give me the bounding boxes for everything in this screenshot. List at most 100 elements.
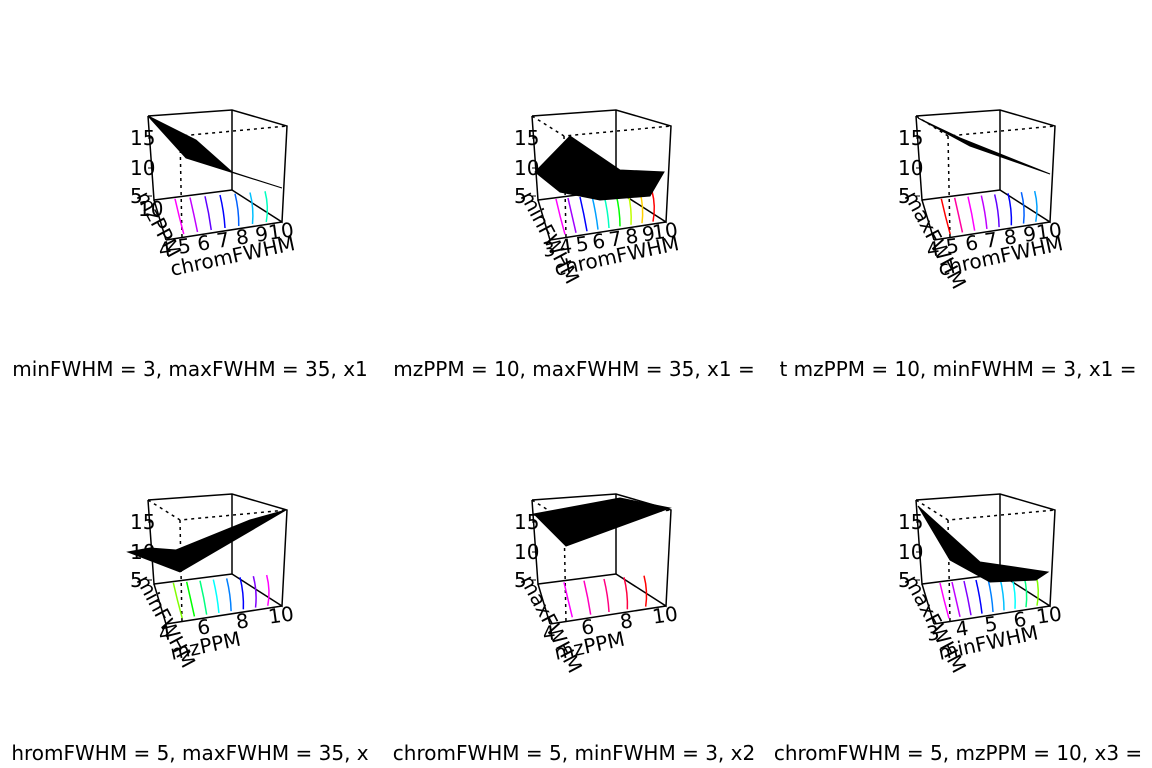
box-edge <box>933 605 1051 625</box>
contour-line <box>951 581 961 617</box>
front-tick-label: 4 <box>157 236 173 262</box>
box-hidden-edge <box>947 135 951 239</box>
z-tick-label: 5 <box>514 568 527 592</box>
front-tick-label: 10 <box>267 601 296 628</box>
contour-line <box>953 197 964 233</box>
front-tick-label: 9 <box>254 221 270 247</box>
contour-line <box>651 190 656 222</box>
front-tick-label: 5 <box>574 231 590 257</box>
front-tick-label: 6 <box>591 229 607 255</box>
contour-line <box>1033 190 1038 222</box>
box-hidden-edge <box>179 135 183 239</box>
contour-line <box>643 575 648 607</box>
contour-line <box>987 578 994 613</box>
contour-line <box>249 192 254 225</box>
contour-line <box>555 198 566 235</box>
contour-line <box>219 194 226 229</box>
z-tick-label: 5 <box>898 184 911 208</box>
contour-line <box>212 579 220 613</box>
z-tick-label: 5 <box>898 568 911 592</box>
contour-line <box>172 582 183 619</box>
box-edge <box>537 199 551 241</box>
contour-line <box>563 582 574 618</box>
front-tick-label: 8 <box>618 608 634 634</box>
front-tick-label: 4 <box>558 234 574 260</box>
surface-mesh <box>532 497 672 547</box>
front-tick-label: 6 <box>580 614 596 640</box>
contour-line <box>980 195 988 229</box>
front-tick-label: 4 <box>541 620 557 646</box>
box-hidden-edge <box>947 519 951 623</box>
front-tick-label: 6 <box>196 614 212 640</box>
surface-mesh <box>147 115 283 189</box>
contour-line <box>174 198 185 235</box>
box-edge <box>933 221 1051 241</box>
z-tick-label: 5 <box>514 184 527 208</box>
box-edge <box>147 493 288 608</box>
contour-line <box>999 577 1005 611</box>
box-edge <box>147 109 288 224</box>
front-tick-label: 7 <box>983 227 999 253</box>
contour-line <box>993 194 1000 228</box>
box-edge <box>531 109 672 224</box>
contour-line <box>940 198 951 235</box>
front-tick-label: 3 <box>925 620 941 646</box>
front-tick-label: 4 <box>925 236 941 262</box>
contour-line <box>591 195 599 230</box>
box-edge <box>921 199 935 241</box>
front-tick-label: 4 <box>954 616 970 642</box>
panel-subtitle: chromFWHM = 5, minFWHM = 3, x2 <box>393 741 755 765</box>
surface-mesh <box>917 117 1051 175</box>
contour-line <box>623 577 629 610</box>
box-edge <box>915 493 1056 608</box>
chart-panel-4: 15105minFWHM46810mzPPMhromFWHM = 5, maxF… <box>11 493 369 765</box>
contour-line <box>579 196 588 232</box>
z-tick-label: 5 <box>130 568 143 592</box>
front-tick-label: 7 <box>215 227 231 253</box>
front-tick-label: 7 <box>607 226 623 252</box>
front-tick-label: 5 <box>176 233 192 259</box>
contour-line <box>264 191 269 223</box>
contour-line <box>252 576 257 608</box>
contour-line <box>189 197 199 233</box>
contour-line <box>567 197 577 233</box>
contour-line <box>939 582 950 619</box>
box-edge <box>153 583 167 625</box>
front-tick-label: 9 <box>640 221 656 247</box>
contour-line <box>185 581 196 617</box>
front-tick-label: 10 <box>651 217 680 244</box>
box-edge <box>921 583 935 625</box>
contour-line <box>265 574 270 606</box>
panel-subtitle: mzPPM = 10, maxFWHM = 35, x1 = <box>393 357 754 381</box>
front-tick-label: 5 <box>983 611 999 637</box>
contour-line <box>199 580 208 615</box>
z-tick-label: 5 <box>130 184 143 208</box>
front-tick-label: 8 <box>1002 224 1018 250</box>
box-hidden-edge <box>531 115 672 137</box>
contour-line <box>1020 192 1025 224</box>
contour-line <box>234 193 240 227</box>
front-tick-label: 8 <box>624 223 640 249</box>
back-tick-label: 10 <box>138 197 163 221</box>
panel-subtitle: t mzPPM = 10, minFWHM = 3, x1 = <box>779 357 1136 381</box>
front-tick-label: 10 <box>1035 217 1064 244</box>
front-tick-label: 9 <box>1022 221 1038 247</box>
panel-subtitle: chromFWHM = 5, mzPPM = 10, x3 = <box>774 741 1142 765</box>
front-tick-label: 10 <box>267 217 296 244</box>
contour-line <box>1011 576 1016 609</box>
contour-line <box>603 578 610 613</box>
box-edge <box>915 109 1056 224</box>
box-edge <box>531 493 672 608</box>
contour-line <box>583 580 592 615</box>
front-tick-label: 5 <box>944 233 960 259</box>
contour-line <box>967 196 976 231</box>
front-tick-label: 3 <box>541 236 557 262</box>
front-tick-label: 6 <box>964 230 980 256</box>
surface-mesh <box>917 505 1050 583</box>
front-tick-label: 8 <box>234 224 250 250</box>
box-edge <box>549 221 667 241</box>
front-tick-label: 8 <box>234 608 250 634</box>
box-edge <box>915 115 1001 201</box>
